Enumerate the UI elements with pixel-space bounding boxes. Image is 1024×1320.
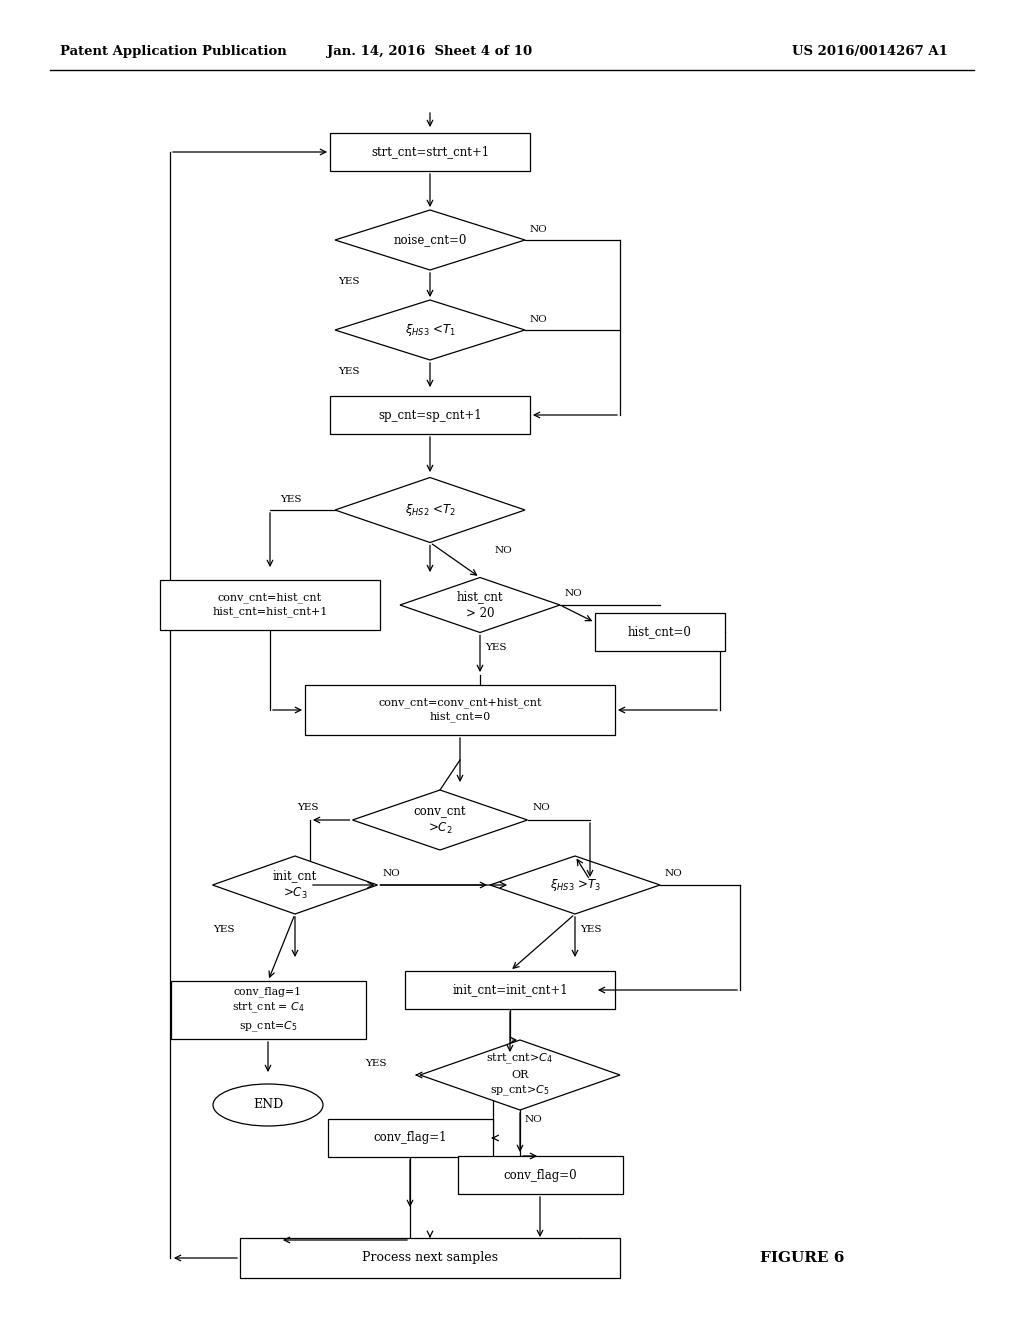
Text: YES: YES	[280, 495, 301, 504]
Text: $\xi_{HS2}$ <$T_2$: $\xi_{HS2}$ <$T_2$	[404, 502, 456, 517]
Text: strt_cnt=strt_cnt+1: strt_cnt=strt_cnt+1	[371, 145, 489, 158]
FancyBboxPatch shape	[305, 685, 615, 735]
Text: YES: YES	[339, 277, 360, 286]
Polygon shape	[352, 789, 527, 850]
Text: Patent Application Publication: Patent Application Publication	[60, 45, 287, 58]
FancyBboxPatch shape	[160, 579, 380, 630]
Polygon shape	[420, 1040, 620, 1110]
FancyBboxPatch shape	[328, 1119, 493, 1158]
Text: conv_cnt=conv_cnt+hist_cnt
hist_cnt=0: conv_cnt=conv_cnt+hist_cnt hist_cnt=0	[378, 698, 542, 722]
Text: FIGURE 6: FIGURE 6	[760, 1251, 845, 1265]
Polygon shape	[335, 210, 525, 271]
Text: NO: NO	[565, 589, 583, 598]
Text: conv_flag=1: conv_flag=1	[374, 1131, 446, 1144]
FancyBboxPatch shape	[330, 396, 530, 434]
Text: NO: NO	[495, 546, 513, 554]
FancyBboxPatch shape	[330, 133, 530, 172]
Ellipse shape	[213, 1084, 323, 1126]
Text: END: END	[253, 1098, 283, 1111]
Text: Jan. 14, 2016  Sheet 4 of 10: Jan. 14, 2016 Sheet 4 of 10	[328, 45, 532, 58]
Text: YES: YES	[213, 924, 234, 933]
Text: Process next samples: Process next samples	[362, 1251, 498, 1265]
FancyBboxPatch shape	[458, 1156, 623, 1195]
Text: init_cnt
>$C_3$: init_cnt >$C_3$	[272, 869, 317, 902]
Polygon shape	[213, 855, 378, 913]
Polygon shape	[400, 578, 560, 632]
Text: conv_flag=0: conv_flag=0	[503, 1168, 577, 1181]
Polygon shape	[335, 478, 525, 543]
FancyBboxPatch shape	[240, 1238, 620, 1278]
Text: $\xi_{HS3}$ >$T_3$: $\xi_{HS3}$ >$T_3$	[550, 876, 600, 894]
Text: init_cnt=init_cnt+1: init_cnt=init_cnt+1	[453, 983, 568, 997]
Text: YES: YES	[365, 1059, 386, 1068]
Text: NO: NO	[530, 315, 548, 325]
FancyBboxPatch shape	[171, 981, 366, 1039]
Text: noise_cnt=0: noise_cnt=0	[393, 234, 467, 247]
Text: conv_flag=1
strt_cnt = $C_4$
sp_cnt=$C_5$: conv_flag=1 strt_cnt = $C_4$ sp_cnt=$C_5…	[231, 986, 304, 1034]
FancyBboxPatch shape	[406, 972, 615, 1008]
Text: conv_cnt=hist_cnt
hist_cnt=hist_cnt+1: conv_cnt=hist_cnt hist_cnt=hist_cnt+1	[212, 593, 328, 618]
Text: $\xi_{HS3}$ <$T_1$: $\xi_{HS3}$ <$T_1$	[404, 322, 456, 338]
FancyBboxPatch shape	[595, 612, 725, 651]
Text: YES: YES	[298, 804, 319, 813]
Text: NO: NO	[530, 226, 548, 235]
Text: hist_cnt=0: hist_cnt=0	[628, 626, 692, 639]
Text: NO: NO	[665, 869, 683, 878]
Text: strt_cnt>$C_4$
OR
sp_cnt>$C_5$: strt_cnt>$C_4$ OR sp_cnt>$C_5$	[486, 1052, 554, 1098]
Text: YES: YES	[339, 367, 360, 376]
Text: NO: NO	[383, 869, 400, 878]
Polygon shape	[335, 300, 525, 360]
Text: NO: NO	[532, 804, 550, 813]
Text: conv_cnt
>$C_2$: conv_cnt >$C_2$	[414, 804, 466, 837]
Polygon shape	[490, 855, 660, 913]
Text: US 2016/0014267 A1: US 2016/0014267 A1	[792, 45, 948, 58]
Text: NO: NO	[525, 1115, 543, 1125]
Text: hist_cnt
> 20: hist_cnt > 20	[457, 590, 503, 620]
Text: YES: YES	[580, 924, 601, 933]
Text: sp_cnt=sp_cnt+1: sp_cnt=sp_cnt+1	[378, 408, 482, 421]
Text: YES: YES	[485, 643, 507, 652]
